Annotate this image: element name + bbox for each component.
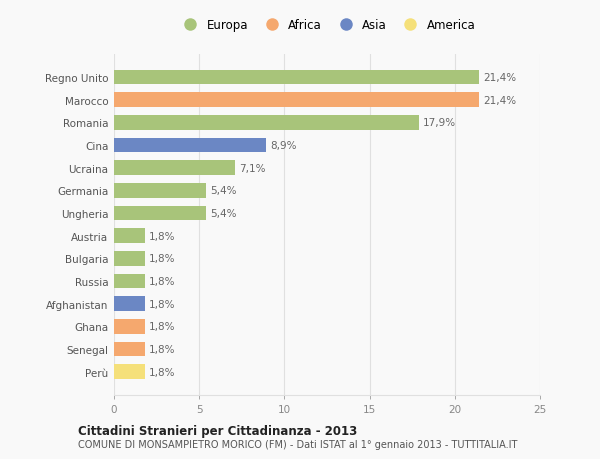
Bar	[114, 71, 479, 85]
Legend: Europa, Africa, Asia, America: Europa, Africa, Asia, America	[176, 17, 478, 34]
Text: 21,4%: 21,4%	[483, 95, 516, 106]
Bar	[114, 184, 206, 198]
Bar	[114, 229, 145, 244]
Text: 1,8%: 1,8%	[149, 299, 175, 309]
Text: 7,1%: 7,1%	[239, 163, 266, 174]
Text: 1,8%: 1,8%	[149, 322, 175, 332]
Text: 1,8%: 1,8%	[149, 344, 175, 354]
Bar	[114, 138, 266, 153]
Bar	[114, 342, 145, 357]
Bar	[114, 161, 235, 176]
Text: 1,8%: 1,8%	[149, 276, 175, 286]
Text: 21,4%: 21,4%	[483, 73, 516, 83]
Bar	[114, 206, 206, 221]
Text: Cittadini Stranieri per Cittadinanza - 2013: Cittadini Stranieri per Cittadinanza - 2…	[78, 424, 357, 437]
Bar	[114, 364, 145, 379]
Bar	[114, 274, 145, 289]
Text: 1,8%: 1,8%	[149, 367, 175, 377]
Text: COMUNE DI MONSAMPIETRO MORICO (FM) - Dati ISTAT al 1° gennaio 2013 - TUTTITALIA.: COMUNE DI MONSAMPIETRO MORICO (FM) - Dat…	[78, 440, 517, 449]
Bar	[114, 297, 145, 312]
Text: 1,8%: 1,8%	[149, 254, 175, 264]
Text: 1,8%: 1,8%	[149, 231, 175, 241]
Text: 17,9%: 17,9%	[423, 118, 457, 128]
Bar	[114, 93, 479, 108]
Text: 5,4%: 5,4%	[210, 186, 237, 196]
Text: 8,9%: 8,9%	[270, 141, 296, 151]
Text: 5,4%: 5,4%	[210, 208, 237, 218]
Bar	[114, 319, 145, 334]
Bar	[114, 116, 419, 130]
Bar	[114, 252, 145, 266]
